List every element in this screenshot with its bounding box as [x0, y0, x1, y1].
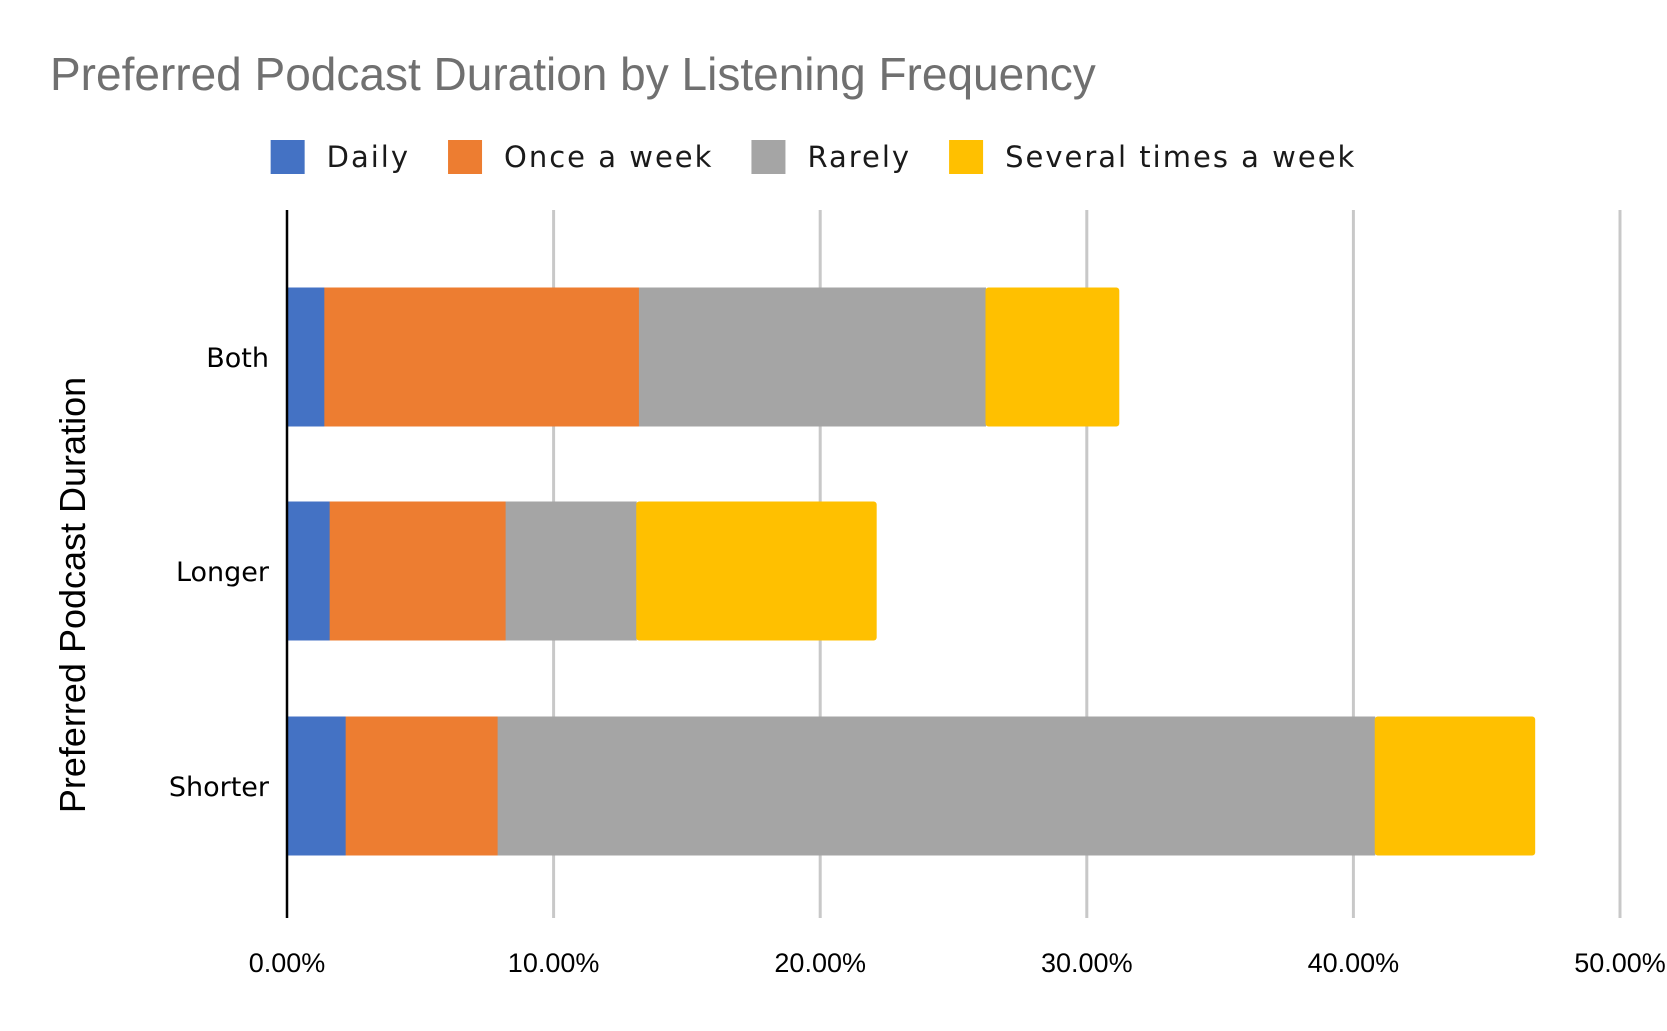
bar-segment	[329, 501, 507, 641]
legend-item: Several times a week	[949, 140, 1356, 174]
bars	[287, 287, 1536, 856]
bar-segment	[287, 716, 347, 856]
y-category-label: Shorter	[169, 772, 270, 803]
y-category-label: Both	[206, 343, 269, 374]
x-tick-label: 50.00%	[1574, 948, 1666, 978]
legend-item: Once a week	[448, 140, 713, 174]
y-category-label: Longer	[176, 557, 270, 588]
bar-segment	[505, 501, 637, 641]
bar-segment	[287, 501, 331, 641]
y-axis-category-labels: Both Longer Shorter	[169, 343, 270, 803]
bar-segment	[287, 287, 325, 427]
chart-title: Preferred Podcast Duration by Listening …	[50, 48, 1096, 100]
x-tick-label: 40.00%	[1308, 948, 1400, 978]
legend: Daily Once a week Rarely Several times a we…	[270, 140, 1356, 174]
y-axis-title: Preferred Podcast Duration	[52, 377, 93, 813]
bar-segment	[638, 287, 986, 427]
bar-segment	[636, 501, 877, 641]
x-tick-label: 30.00%	[1041, 948, 1133, 978]
legend-swatch	[751, 140, 786, 174]
bar-segment	[345, 716, 499, 856]
x-axis-tick-labels: 0.00% 10.00% 20.00% 30.00% 40.00% 50.00%	[249, 948, 1666, 978]
legend-swatch	[949, 140, 984, 174]
legend-label: Rarely	[807, 140, 911, 174]
bar-segment	[1374, 716, 1536, 856]
x-tick-label: 0.00%	[249, 948, 326, 978]
bar-segment	[985, 287, 1120, 427]
x-tick-label: 20.00%	[774, 948, 866, 978]
legend-label: Several times a week	[1005, 140, 1356, 174]
legend-swatch	[270, 140, 305, 174]
legend-label: Once a week	[504, 140, 713, 174]
bar-segment	[324, 287, 640, 427]
legend-item: Rarely	[751, 140, 911, 174]
legend-swatch	[448, 140, 483, 174]
bar-segment	[497, 716, 1376, 856]
legend-item: Daily	[270, 140, 410, 174]
x-tick-label: 10.00%	[508, 948, 600, 978]
legend-label: Daily	[327, 140, 410, 174]
